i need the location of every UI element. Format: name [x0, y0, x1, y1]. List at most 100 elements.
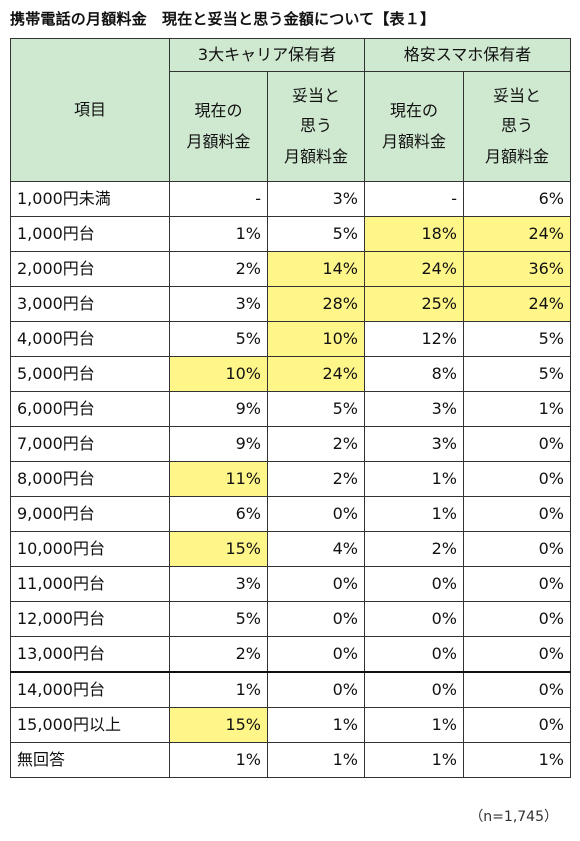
row-label: 6,000円台 [10, 391, 170, 427]
table-cell: 24% [364, 251, 464, 287]
table-cell: 5% [267, 216, 365, 252]
table-cell: 0% [463, 496, 571, 532]
table-cell: - [169, 181, 268, 217]
table-row: 13,000円台 2% 0% 0% 0% [10, 636, 571, 673]
table-row: 無回答 1% 1% 1% 1% [10, 742, 571, 778]
carrier-group-header: 3大キャリア保有者 [169, 38, 365, 72]
row-label: 10,000円台 [10, 531, 170, 567]
table-cell: 15% [169, 531, 268, 567]
table-cell: 1% [463, 391, 571, 427]
table-cell: 3% [364, 426, 464, 462]
table-cell: 0% [364, 636, 464, 673]
table-row: 4,000円台 5% 10% 12% 5% [10, 321, 571, 357]
table-row: 9,000円台 6% 0% 1% 0% [10, 496, 571, 532]
table-title: 携帯電話の月額料金 現在と妥当と思う金額について【表１】 [10, 10, 436, 28]
table-cell: 0% [463, 707, 571, 743]
mvno-group-header: 格安スマホ保有者 [364, 38, 571, 72]
table-row: 3,000円台 3% 28% 25% 24% [10, 286, 571, 322]
table-cell: 36% [463, 251, 571, 287]
table-cell: - [364, 181, 464, 217]
table-cell: 10% [169, 356, 268, 392]
table-cell: 1% [364, 742, 464, 778]
table-cell: 0% [463, 566, 571, 602]
table-row: 1,000円台 1% 5% 18% 24% [10, 216, 571, 252]
table-cell: 24% [267, 356, 365, 392]
table-cell: 0% [267, 496, 365, 532]
row-label: 7,000円台 [10, 426, 170, 462]
table-cell: 1% [364, 496, 464, 532]
table-cell: 0% [267, 566, 365, 602]
table-row: 1,000円未満 -3% -6% [10, 181, 571, 217]
row-label: 8,000円台 [10, 461, 170, 497]
row-label: 無回答 [10, 742, 170, 778]
table-cell: 9% [169, 391, 268, 427]
table-cell: 14% [267, 251, 365, 287]
table-cell: 2% [169, 636, 268, 673]
row-label: 5,000円台 [10, 356, 170, 392]
row-label: 14,000円台 [10, 671, 170, 708]
table-cell: 2% [267, 461, 365, 497]
table-cell: 2% [267, 426, 365, 462]
table-row: 15,000円以上 15% 1% 1% 0% [10, 707, 571, 743]
table-cell: 5% [267, 391, 365, 427]
item-header: 項目 [10, 38, 170, 182]
mvno-fair-header: 妥当と 思う 月額料金 [463, 71, 571, 182]
row-label: 4,000円台 [10, 321, 170, 357]
price-table: 項目 3大キャリア保有者 格安スマホ保有者 現在の 月額料金 妥当と 思う 月額料金 … [10, 38, 571, 778]
table-row: 10,000円台 15% 4% 2% 0% [10, 531, 571, 567]
table-cell: 6% [463, 181, 571, 217]
table-cell: 18% [364, 216, 464, 252]
table-cell: 1% [169, 216, 268, 252]
table-cell: 24% [463, 216, 571, 252]
table-cell: 12% [364, 321, 464, 357]
table-cell: 28% [267, 286, 365, 322]
table-cell: 1% [267, 742, 365, 778]
table-cell: 0% [463, 531, 571, 567]
table-cell: 4% [267, 531, 365, 567]
table-cell: 0% [463, 601, 571, 637]
table-cell: 5% [463, 356, 571, 392]
table-cell: 1% [364, 461, 464, 497]
table-cell: 15% [169, 707, 268, 743]
table-cell: 3% [364, 391, 464, 427]
table-cell: 0% [463, 636, 571, 673]
table-row: 6,000円台 9% 5% 3% 1% [10, 391, 571, 427]
table-cell: 1% [364, 707, 464, 743]
table-cell: 9% [169, 426, 268, 462]
table-cell: 11% [169, 461, 268, 497]
table-cell: 1% [463, 742, 571, 778]
table-cell: 0% [267, 601, 365, 637]
table-cell: 0% [364, 601, 464, 637]
table-row: 5,000円台 10% 24% 8% 5% [10, 356, 571, 392]
table-cell: 0% [463, 671, 571, 708]
mvno-current-header: 現在の 月額料金 [364, 71, 464, 182]
table-row: 11,000円台 3% 0% 0% 0% [10, 566, 571, 602]
table-cell: 3% [267, 181, 365, 217]
sample-size-note: （n=1,745） [469, 809, 558, 825]
row-label: 3,000円台 [10, 286, 170, 322]
table-cell: 25% [364, 286, 464, 322]
table-body: 1,000円未満 -3% -6% 1,000円台 1% 5% 18% 24% 2,000円台 2%… [10, 181, 571, 778]
carrier-fair-header: 妥当と 思う 月額料金 [267, 71, 365, 182]
carrier-current-header: 現在の 月額料金 [169, 71, 268, 182]
table-cell: 2% [169, 251, 268, 287]
row-label: 9,000円台 [10, 496, 170, 532]
row-label: 15,000円以上 [10, 707, 170, 743]
table-row: 2,000円台 2% 14% 24% 36% [10, 251, 571, 287]
table-row: 14,000円台 1% 0% 0% 0% [10, 671, 571, 708]
table-cell: 1% [267, 707, 365, 743]
row-label: 2,000円台 [10, 251, 170, 287]
table-cell: 5% [463, 321, 571, 357]
table-cell: 5% [169, 601, 268, 637]
table-row: 12,000円台 5% 0% 0% 0% [10, 601, 571, 637]
table-cell: 0% [364, 566, 464, 602]
row-label: 1,000円未満 [10, 181, 170, 217]
table-cell: 2% [364, 531, 464, 567]
row-label: 12,000円台 [10, 601, 170, 637]
table-cell: 10% [267, 321, 365, 357]
table-cell: 0% [267, 671, 365, 708]
table-cell: 1% [169, 671, 268, 708]
table-cell: 0% [364, 671, 464, 708]
table-cell: 0% [463, 461, 571, 497]
table-cell: 24% [463, 286, 571, 322]
